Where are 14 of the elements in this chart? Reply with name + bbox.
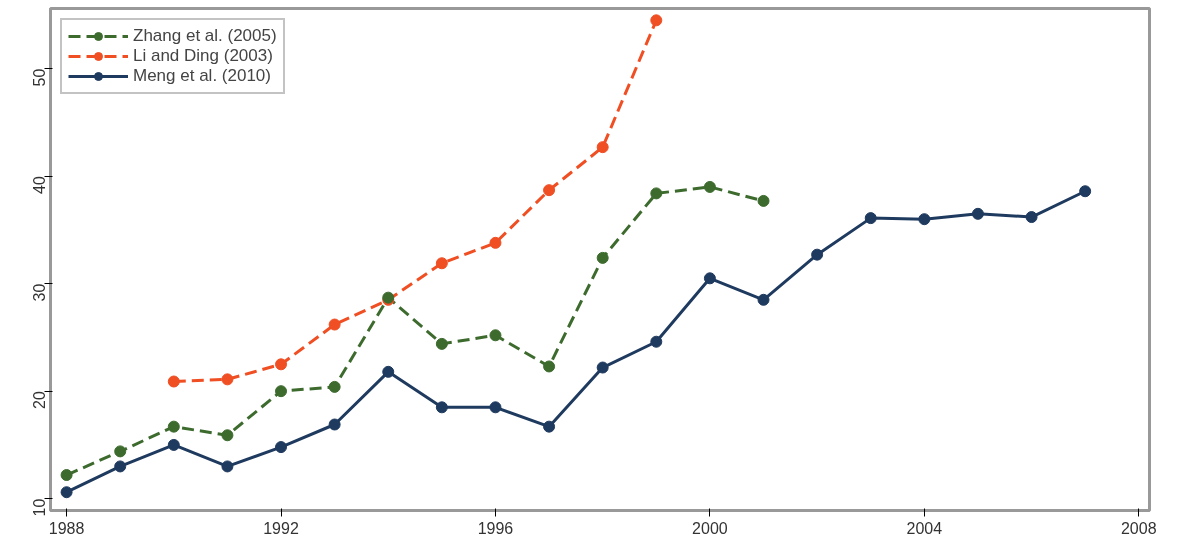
y-tick-label: 30 (31, 283, 49, 302)
x-tick-label: 1992 (263, 519, 299, 537)
x-tick-label: 2000 (692, 519, 728, 537)
legend-label: Meng et al. (2010) (133, 66, 271, 86)
y-tick-label: 40 (31, 176, 49, 194)
legend-label: Li and Ding (2003) (133, 46, 273, 66)
x-tick-label: 2008 (1120, 519, 1157, 537)
x-tick-label: 1996 (477, 519, 514, 537)
x-tick-label: 1988 (48, 519, 85, 537)
y-tick-label: 10 (31, 498, 49, 517)
legend-label: Zhang et al. (2005) (133, 26, 277, 46)
y-tick-label: 20 (31, 391, 49, 409)
y-tick-label: 50 (31, 68, 49, 87)
x-tick-label: 2004 (906, 519, 943, 537)
